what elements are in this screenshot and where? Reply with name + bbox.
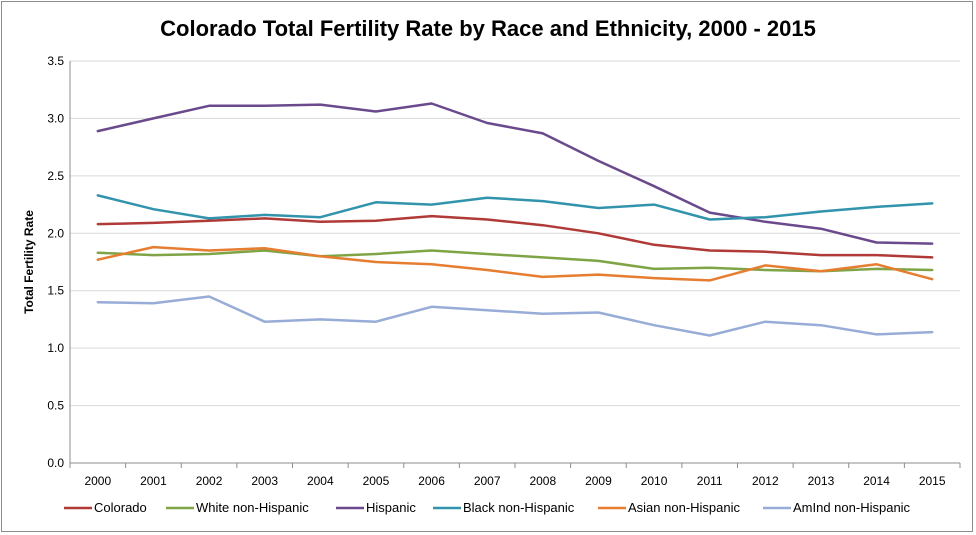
series-lines xyxy=(96,102,934,337)
x-tick-label: 2010 xyxy=(641,474,668,488)
series-line-white-non-hispanic xyxy=(96,249,934,273)
chart-title: Colorado Total Fertility Rate by Race an… xyxy=(160,16,816,41)
x-tick-label: 2005 xyxy=(363,474,390,488)
axes: 0.0 0.5 1.0 1.5 2.0 2.5 3.0 3.5 2000 2001 2002 2003… xyxy=(47,54,961,488)
y-tick-label: 0.5 xyxy=(47,399,64,413)
legend-label: Hispanic xyxy=(366,500,416,515)
x-tick-label: 2009 xyxy=(585,474,612,488)
legend-item: AmInd non-Hispanic xyxy=(763,500,911,515)
series-line-hispanic xyxy=(96,102,934,245)
gridlines xyxy=(70,60,960,407)
y-tick-label: 2.0 xyxy=(47,226,64,240)
series-line-asian-non-hispanic xyxy=(96,245,934,282)
x-tick-label: 2003 xyxy=(251,474,278,488)
y-tick-label: 3.0 xyxy=(47,111,64,125)
x-tick-label: 2015 xyxy=(919,474,946,488)
legend-label: White non-Hispanic xyxy=(196,500,309,515)
x-tick-label: 2001 xyxy=(140,474,167,488)
legend-label: Black non-Hispanic xyxy=(463,500,575,515)
x-tick-label: 2004 xyxy=(307,474,334,488)
x-tick-label: 2008 xyxy=(529,474,556,488)
x-tick-label: 2012 xyxy=(752,474,779,488)
legend-label: Colorado xyxy=(94,500,147,515)
x-tick-label: 2014 xyxy=(863,474,890,488)
legend-label: Asian non-Hispanic xyxy=(628,500,741,515)
y-tick-label: 1.5 xyxy=(47,284,64,298)
x-tick-label: 2013 xyxy=(808,474,835,488)
x-tick-label: 2002 xyxy=(196,474,223,488)
x-tick-label: 2007 xyxy=(474,474,501,488)
legend-item: White non-Hispanic xyxy=(166,500,309,515)
x-tick-label: 2000 xyxy=(84,474,111,488)
legend-item: Asian non-Hispanic xyxy=(598,500,741,515)
x-tick-label: 2011 xyxy=(697,474,723,488)
y-tick-label: 3.5 xyxy=(47,54,64,68)
y-axis-label: Total Fertility Rate xyxy=(22,210,36,314)
legend-label: AmInd non-Hispanic xyxy=(793,500,911,515)
legend-item: Hispanic xyxy=(336,500,416,515)
series-line-amind-non-hispanic xyxy=(96,295,934,337)
legend: Colorado White non-Hispanic Hispanic Black … xyxy=(64,500,911,515)
x-tick-label: 2006 xyxy=(418,474,445,488)
series-line-colorado xyxy=(96,214,934,259)
legend-item: Colorado xyxy=(64,500,147,515)
y-tick-label: 1.0 xyxy=(47,341,64,355)
series-line-black-non-hispanic xyxy=(96,194,934,221)
legend-item: Black non-Hispanic xyxy=(433,500,575,515)
y-tick-label: 2.5 xyxy=(47,169,64,183)
y-tick-label: 0.0 xyxy=(47,456,64,470)
